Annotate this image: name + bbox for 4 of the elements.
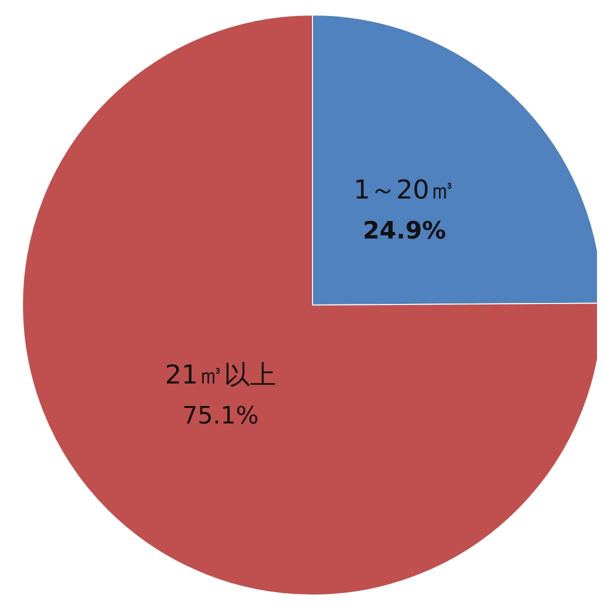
data-label: 24.9% [362,216,446,244]
data-label: 75.1% [182,402,259,430]
slice-label: 1～20㎥ [354,175,456,206]
slice-label: 21㎥以上 [164,360,276,391]
